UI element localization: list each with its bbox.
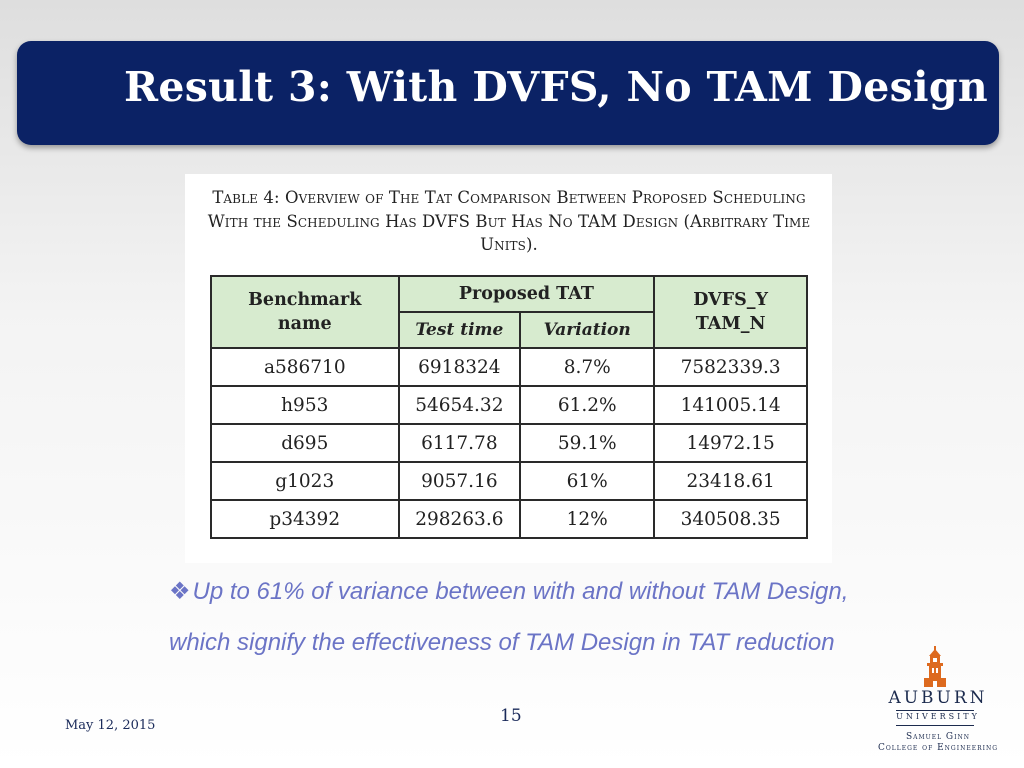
cell-test-time: 6117.78 [397, 423, 522, 463]
table-figure: Table 4: Overview of The Tat Comparison … [185, 174, 832, 563]
diamond-bullet-icon: ❖ [169, 578, 191, 605]
footer-date: May 12, 2015 [65, 718, 156, 733]
logo-college-line2: College of Engineering [877, 743, 999, 753]
logo-divider [896, 725, 974, 726]
header-benchmark: Benchmark name [210, 275, 400, 349]
tower-icon [924, 646, 946, 687]
tat-comparison-table: Benchmark name Proposed TAT DVFS_Y TAM_N… [210, 275, 808, 539]
cell-dvfs: 7582339.3 [653, 347, 808, 387]
cell-dvfs: 14972.15 [653, 423, 808, 463]
table-row: a586710 6918324 8.7% 7582339.3 [210, 347, 808, 387]
cell-benchmark: h953 [210, 385, 400, 425]
auburn-logo: AUBURN UNIVERSITY Samuel Ginn College of… [868, 646, 1008, 758]
cell-dvfs: 141005.14 [653, 385, 808, 425]
bullet-text: Up to 61% of variance between with and w… [169, 578, 849, 656]
table-row: h953 54654.32 61.2% 141005.14 [210, 385, 808, 425]
header-test-time: Test time [397, 311, 522, 349]
cell-test-time: 9057.16 [397, 461, 522, 501]
cell-benchmark: p34392 [210, 499, 400, 539]
cell-test-time: 54654.32 [397, 385, 522, 425]
header-dvfs: DVFS_Y TAM_N [653, 275, 808, 349]
cell-variation: 8.7% [519, 347, 656, 387]
header-proposed-tat: Proposed TAT [397, 275, 656, 313]
table-row: p34392 298263.6 12% 340508.35 [210, 499, 808, 539]
cell-variation: 59.1% [519, 423, 656, 463]
cell-benchmark: g1023 [210, 461, 400, 501]
cell-variation: 61% [519, 461, 656, 501]
cell-benchmark: d695 [210, 423, 400, 463]
header-variation: Variation [519, 311, 656, 349]
title-bar: Result 3: With DVFS, No TAM Design [17, 41, 999, 145]
cell-test-time: 6918324 [397, 347, 522, 387]
table-row: g1023 9057.16 61% 23418.61 [210, 461, 808, 501]
logo-divider [896, 710, 974, 711]
cell-test-time: 298263.6 [397, 499, 522, 539]
logo-name: AUBURN [888, 688, 988, 708]
cell-dvfs: 340508.35 [653, 499, 808, 539]
bullet-point: ❖Up to 61% of variance between with and … [169, 566, 899, 668]
page-number: 15 [500, 706, 522, 726]
cell-variation: 12% [519, 499, 656, 539]
cell-benchmark: a586710 [210, 347, 400, 387]
table-row: d695 6117.78 59.1% 14972.15 [210, 423, 808, 463]
logo-college-line1: Samuel Ginn [906, 732, 970, 742]
cell-dvfs: 23418.61 [653, 461, 808, 501]
cell-variation: 61.2% [519, 385, 656, 425]
logo-university: UNIVERSITY [896, 712, 980, 721]
table-caption: Table 4: Overview of The Tat Comparison … [207, 188, 811, 254]
slide-title: Result 3: With DVFS, No TAM Design [124, 63, 988, 111]
